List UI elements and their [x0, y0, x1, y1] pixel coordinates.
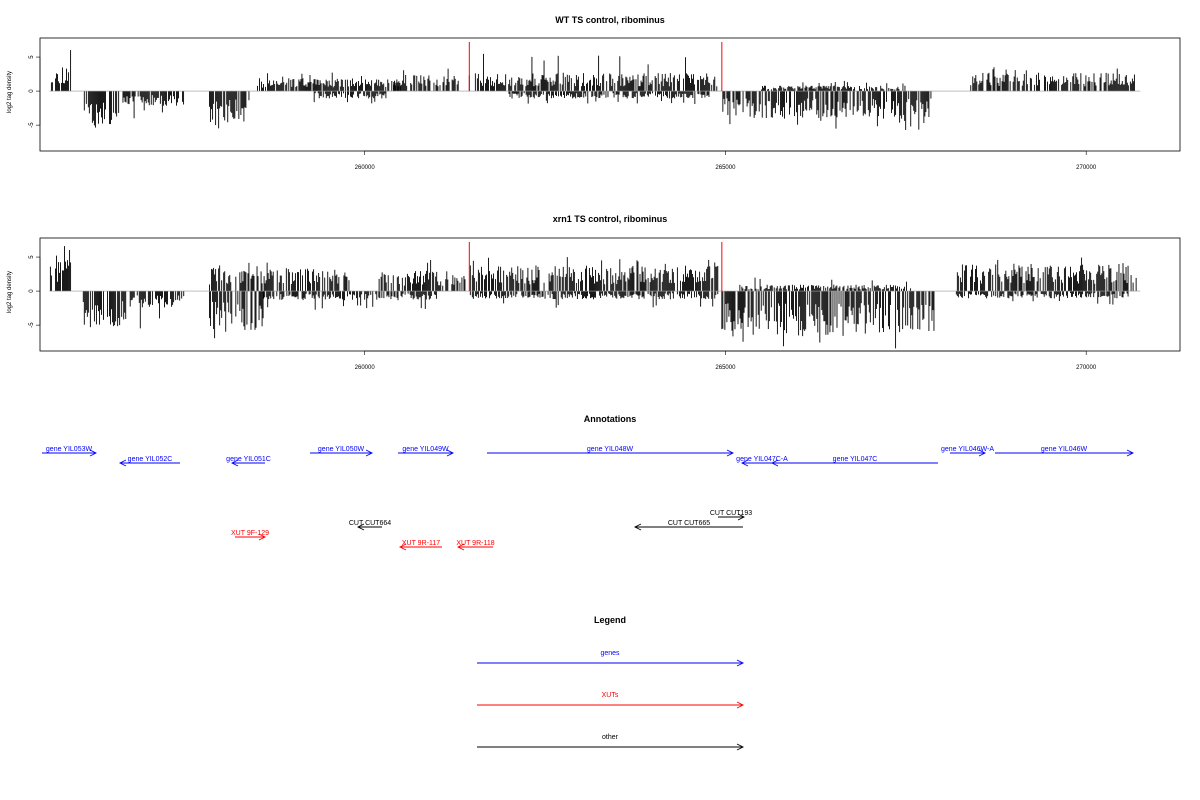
annotation-arrow-head — [726, 449, 735, 457]
annotation-label: gene YIL047C-A — [736, 456, 788, 463]
annotation-arrow-head — [770, 459, 779, 467]
annotation-label: gene YIL046W — [1041, 446, 1088, 453]
annotation-label: gene YIL049W — [402, 446, 449, 453]
density-bars-wt — [50, 50, 1135, 131]
annotation-feature: XUT 9R-118 — [456, 540, 495, 551]
annotation-feature: gene YIL048W — [487, 446, 735, 457]
legend-section: Legend genes XUTs other — [477, 615, 745, 751]
y-axis-label-xrn1: log2 tag density — [7, 271, 13, 313]
annotation-feature: gene YIL046W — [995, 446, 1135, 457]
annotation-feature: gene YIL052C — [118, 456, 180, 467]
annotation-arrow-head — [1126, 449, 1135, 457]
x-tick-label: 260000 — [355, 165, 376, 171]
y-axis-label-wt: log2 tag density — [7, 71, 13, 113]
legend-title: Legend — [594, 615, 626, 625]
annotation-feature: gene YIL050W — [310, 446, 374, 457]
annotation-feature: CUT CUT664 — [349, 520, 391, 531]
density-bars-xrn1 — [49, 246, 1137, 349]
legend-arrow-head — [736, 659, 745, 667]
annotation-label: gene YIL053W — [46, 446, 93, 453]
annotation-arrow-head — [737, 513, 746, 521]
panel-title-xrn1: xrn1 TS control, ribominus — [553, 214, 668, 224]
annotations-title: Annotations — [584, 414, 637, 424]
annotation-feature: XUT 9R-117 — [398, 540, 442, 551]
annotation-arrow-head — [365, 449, 374, 457]
legend-label: other — [602, 734, 619, 741]
legend-arrow-head — [736, 743, 745, 751]
annotation-feature: CUT CUT665 — [633, 520, 743, 531]
legend-entry: genes — [477, 650, 745, 667]
annotation-feature: gene YIL046W-A — [941, 446, 994, 457]
annotation-label: gene YIL052C — [128, 456, 173, 463]
annotation-feature: gene YIL053W — [42, 446, 98, 457]
annotation-label: CUT CUT665 — [668, 520, 710, 527]
panel-title-wt: WT TS control, ribominus — [555, 15, 665, 25]
annotation-feature: gene YIL049W — [398, 446, 455, 457]
x-ticks-xrn1: 260000 265000 270000 — [355, 350, 1097, 371]
annotation-label: CUT CUT664 — [349, 520, 391, 527]
legend-label: XUTs — [602, 692, 619, 699]
annotation-feature: gene YIL047C — [770, 456, 938, 467]
panel-wt: WT TS control, ribominus log2 tag densit… — [7, 15, 1181, 171]
x-tick-label: 270000 — [1076, 365, 1097, 371]
annotation-label: gene YIL048W — [587, 446, 634, 453]
annotation-arrow-head — [456, 543, 465, 551]
legend-label: genes — [600, 650, 620, 657]
y-tick-label: 5 — [29, 255, 35, 259]
y-ticks-wt: -5 0 5 — [29, 55, 41, 128]
annotation-label: XUT 9F-129 — [231, 530, 269, 537]
annotation-arrow-head — [633, 523, 642, 531]
legend-entries: genes XUTs other — [477, 650, 745, 751]
legend-arrow-head — [736, 701, 745, 709]
annotation-label: CUT CUT193 — [710, 510, 752, 517]
x-tick-label: 270000 — [1076, 165, 1097, 171]
x-tick-label: 260000 — [355, 365, 376, 371]
y-tick-label: 5 — [29, 55, 35, 59]
annotation-label: gene YIL046W-A — [941, 446, 994, 453]
y-tick-label: 0 — [29, 89, 35, 93]
boundary-lines-wt — [468, 42, 723, 92]
annotation-arrow-head — [398, 543, 407, 551]
y-tick-label: -5 — [29, 122, 35, 128]
annotation-feature: CUT CUT193 — [710, 510, 752, 521]
annotation-feature: XUT 9F-129 — [231, 530, 269, 541]
x-tick-label: 265000 — [715, 165, 736, 171]
annotation-label: gene YIL050W — [318, 446, 365, 453]
annotation-label: gene YIL051C — [226, 456, 271, 463]
legend-entry: other — [477, 734, 745, 751]
x-tick-label: 265000 — [715, 365, 736, 371]
annotation-arrow-head — [118, 459, 127, 467]
annotation-arrow-head — [740, 459, 749, 467]
annotation-arrow-head — [258, 533, 267, 541]
legend-entry: XUTs — [477, 692, 745, 709]
annotation-arrow-head — [356, 523, 365, 531]
panel-xrn1: xrn1 TS control, ribominus log2 tag dens… — [7, 214, 1181, 371]
annotation-arrow-head — [446, 449, 455, 457]
annotation-arrow-head — [978, 449, 987, 457]
boundary-lines-xrn1 — [468, 242, 723, 292]
y-tick-label: -5 — [29, 322, 35, 328]
annotation-label: XUT 9R-117 — [402, 540, 440, 547]
annotation-label: XUT 9R-118 — [456, 540, 494, 547]
y-tick-label: 0 — [29, 289, 35, 293]
annotation-arrow-head — [230, 459, 239, 467]
annotation-arrows: gene YIL053W gene YIL052C gene YIL051C gene… — [42, 446, 1135, 551]
annotation-label: gene YIL047C — [833, 456, 878, 463]
x-ticks-wt: 260000 265000 270000 — [355, 150, 1097, 171]
y-ticks-xrn1: -5 0 5 — [29, 255, 41, 328]
annotation-arrow-head — [89, 449, 98, 457]
annotation-feature: gene YIL051C — [226, 456, 271, 467]
